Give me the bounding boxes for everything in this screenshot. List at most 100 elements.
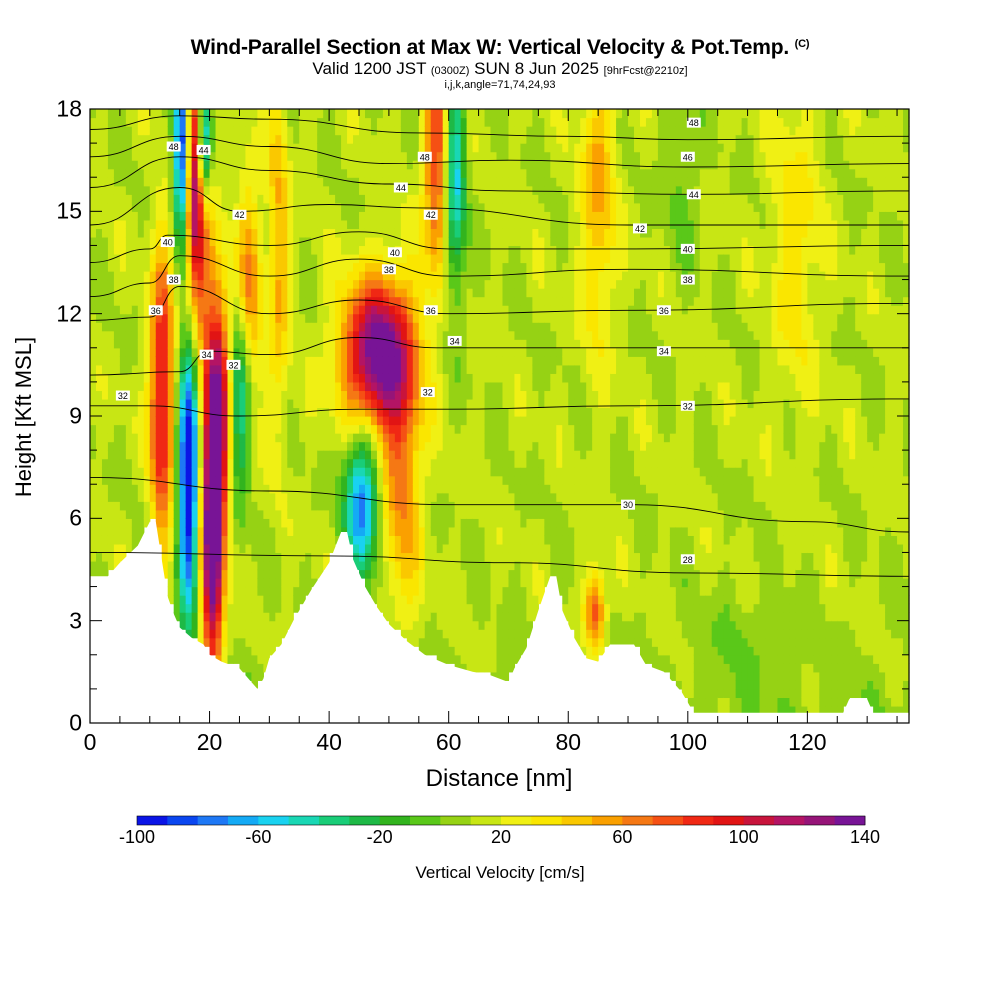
velocity-cell — [149, 364, 157, 374]
velocity-cell — [442, 151, 450, 161]
velocity-cell — [490, 560, 498, 571]
velocity-cell — [185, 381, 193, 392]
velocity-cell — [281, 364, 288, 374]
velocity-cell — [137, 424, 145, 434]
velocity-cell — [90, 339, 97, 349]
velocity-cell — [490, 637, 498, 647]
velocity-cell — [323, 236, 330, 247]
velocity-cell — [143, 347, 151, 357]
velocity-cell — [478, 339, 486, 349]
velocity-cell — [508, 373, 516, 383]
velocity-cell — [508, 228, 516, 238]
velocity-cell — [281, 339, 288, 349]
velocity-cell — [520, 151, 527, 161]
velocity-cell — [436, 347, 444, 357]
velocity-cell — [131, 168, 139, 178]
velocity-cell — [179, 595, 187, 605]
velocity-cell — [305, 518, 312, 528]
velocity-cell — [257, 552, 264, 562]
velocity-cell — [508, 552, 516, 562]
velocity-cell — [329, 168, 336, 178]
velocity-cell — [532, 586, 539, 596]
velocity-cell — [185, 390, 193, 400]
velocity-cell — [113, 339, 121, 349]
velocity-cell — [203, 228, 211, 238]
velocity-cell — [131, 330, 139, 340]
velocity-cell — [317, 450, 324, 460]
velocity-cell — [376, 467, 384, 477]
velocity-cell — [460, 629, 468, 639]
velocity-cell — [101, 569, 109, 579]
velocity-cell — [197, 211, 205, 221]
velocity-cell — [323, 279, 330, 289]
velocity-cell — [191, 612, 199, 622]
velocity-cell — [329, 245, 336, 255]
velocity-cell — [251, 441, 258, 451]
velocity-cell — [568, 143, 575, 153]
velocity-cell — [370, 484, 378, 494]
velocity-cell — [514, 313, 522, 323]
velocity-cell — [281, 407, 288, 417]
velocity-cell — [406, 637, 414, 647]
velocity-cell — [131, 526, 139, 536]
velocity-cell — [544, 373, 551, 383]
velocity-cell — [472, 330, 480, 340]
velocity-cell — [281, 296, 288, 306]
velocity-cell — [508, 134, 516, 144]
velocity-cell — [347, 322, 354, 332]
velocity-cell — [131, 407, 139, 417]
velocity-cell — [538, 160, 545, 170]
velocity-cell — [364, 578, 372, 588]
velocity-cell — [90, 305, 97, 315]
velocity-cell — [412, 518, 420, 528]
velocity-cell — [263, 168, 270, 178]
velocity-cell — [257, 279, 264, 289]
velocity-cell — [293, 603, 300, 613]
velocity-cell — [317, 484, 324, 494]
velocity-cell — [257, 433, 264, 443]
velocity-cell — [359, 288, 366, 298]
velocity-cell — [382, 424, 390, 434]
velocity-cell — [179, 177, 187, 187]
velocity-cell — [394, 262, 402, 272]
velocity-cell — [197, 637, 205, 647]
velocity-cell — [382, 543, 390, 554]
velocity-cell — [562, 603, 569, 613]
velocity-cell — [466, 586, 474, 596]
velocity-cell — [125, 398, 133, 409]
velocity-cell — [233, 612, 241, 622]
velocity-cell — [574, 151, 581, 161]
velocity-cell — [472, 398, 480, 409]
velocity-cell — [466, 492, 474, 502]
velocity-cell — [149, 322, 157, 332]
velocity-cell — [478, 595, 486, 605]
velocity-cell — [269, 501, 276, 511]
velocity-cell — [562, 211, 569, 221]
velocity-cell — [287, 492, 294, 502]
velocity-cell — [299, 433, 306, 443]
velocity-cell — [370, 450, 378, 460]
velocity-cell — [418, 381, 426, 392]
velocity-cell — [263, 194, 270, 204]
velocity-cell — [502, 552, 510, 562]
velocity-cell — [209, 177, 217, 187]
velocity-cell — [442, 646, 450, 656]
velocity-cell — [514, 398, 522, 409]
velocity-cell — [442, 407, 450, 417]
velocity-cell — [514, 433, 522, 443]
velocity-cell — [466, 262, 474, 272]
velocity-cell — [448, 458, 456, 468]
velocity-cell — [580, 296, 587, 306]
velocity-cell — [197, 578, 205, 588]
velocity-cell — [95, 271, 103, 281]
velocity-cell — [185, 143, 193, 153]
velocity-cell — [323, 441, 330, 451]
velocity-cell — [269, 322, 276, 332]
velocity-cell — [359, 535, 366, 545]
velocity-cell — [544, 202, 551, 212]
velocity-cell — [149, 262, 157, 272]
velocity-cell — [544, 219, 551, 229]
velocity-cell — [508, 202, 516, 212]
velocity-cell — [532, 211, 539, 221]
velocity-cell — [388, 356, 396, 366]
